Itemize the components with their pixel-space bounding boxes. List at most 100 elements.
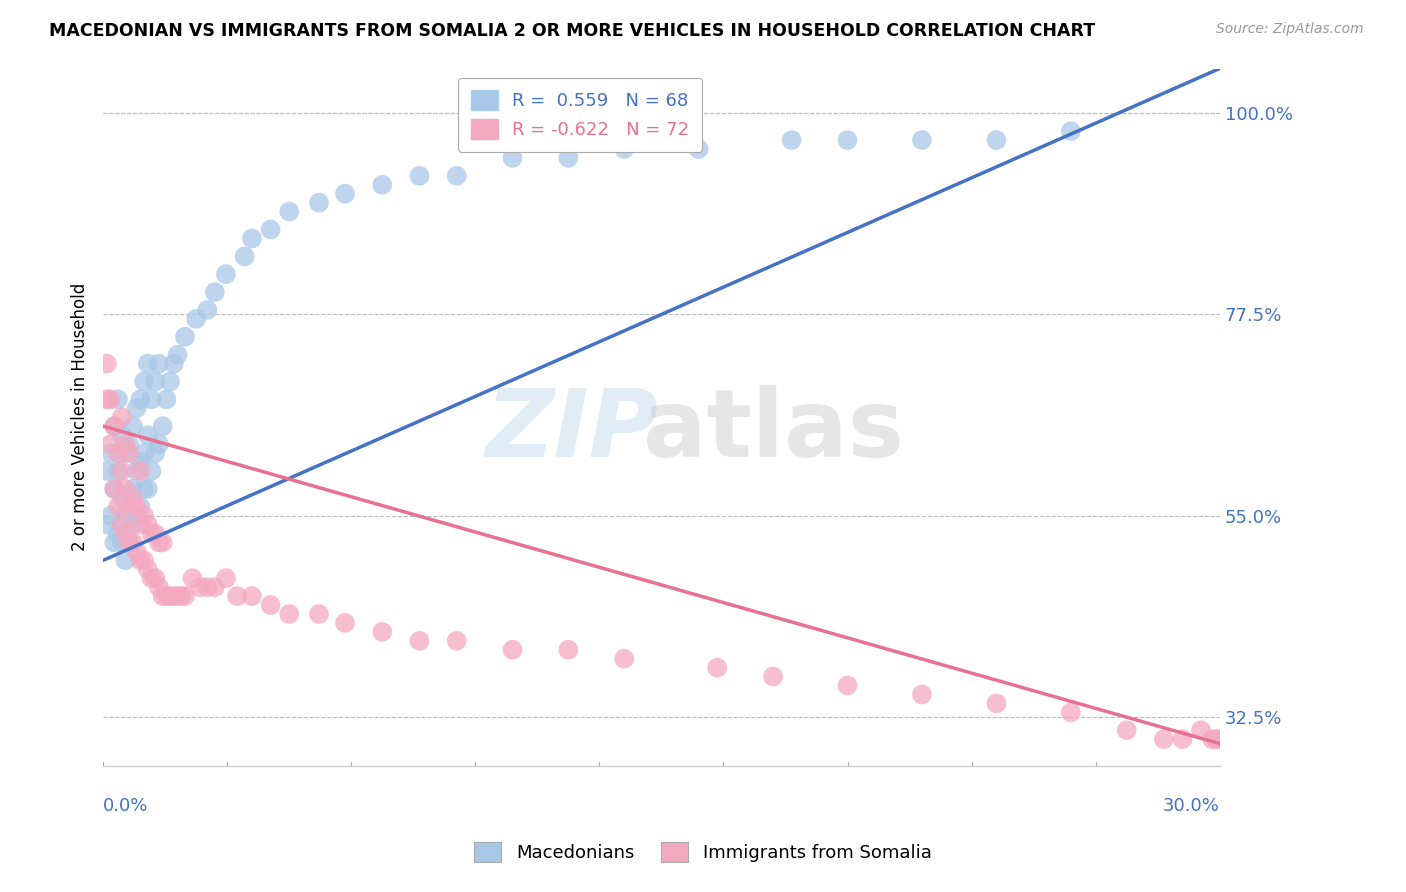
Point bbox=[136, 562, 159, 576]
Point bbox=[122, 517, 145, 532]
Point bbox=[100, 392, 122, 407]
Text: Source: ZipAtlas.com: Source: ZipAtlas.com bbox=[1216, 22, 1364, 37]
Point bbox=[118, 535, 141, 549]
Point bbox=[118, 500, 141, 514]
Point bbox=[688, 142, 710, 156]
Point bbox=[141, 464, 163, 478]
Point bbox=[118, 535, 141, 549]
Point bbox=[613, 142, 636, 156]
Point bbox=[204, 285, 226, 299]
Point bbox=[837, 133, 859, 147]
Y-axis label: 2 or more Vehicles in Household: 2 or more Vehicles in Household bbox=[72, 283, 89, 551]
Point bbox=[118, 491, 141, 505]
Point bbox=[1115, 723, 1137, 738]
Point bbox=[215, 267, 238, 281]
Point bbox=[152, 419, 174, 434]
Point bbox=[141, 526, 163, 541]
Point bbox=[408, 169, 430, 183]
Point bbox=[155, 589, 177, 603]
Point bbox=[259, 598, 281, 612]
Point bbox=[107, 464, 129, 478]
Point bbox=[143, 446, 166, 460]
Point bbox=[557, 151, 579, 165]
Point bbox=[233, 249, 256, 263]
Point bbox=[125, 500, 148, 514]
Point bbox=[163, 589, 186, 603]
Text: 30.0%: 30.0% bbox=[1163, 797, 1220, 814]
Point bbox=[136, 482, 159, 496]
Point bbox=[204, 580, 226, 594]
Legend: Macedonians, Immigrants from Somalia: Macedonians, Immigrants from Somalia bbox=[467, 835, 939, 870]
Point bbox=[143, 375, 166, 389]
Point bbox=[111, 517, 134, 532]
Text: 0.0%: 0.0% bbox=[103, 797, 149, 814]
Point bbox=[125, 544, 148, 558]
Point bbox=[114, 553, 136, 567]
Text: MACEDONIAN VS IMMIGRANTS FROM SOMALIA 2 OR MORE VEHICLES IN HOUSEHOLD CORRELATIO: MACEDONIAN VS IMMIGRANTS FROM SOMALIA 2 … bbox=[49, 22, 1095, 40]
Point bbox=[118, 446, 141, 460]
Point bbox=[118, 437, 141, 451]
Point bbox=[143, 571, 166, 585]
Point bbox=[1171, 732, 1194, 747]
Point bbox=[613, 651, 636, 665]
Point bbox=[148, 580, 170, 594]
Point bbox=[1153, 732, 1175, 747]
Point bbox=[195, 302, 218, 317]
Point bbox=[111, 428, 134, 442]
Point bbox=[148, 437, 170, 451]
Point bbox=[143, 526, 166, 541]
Point bbox=[111, 464, 134, 478]
Point bbox=[170, 589, 193, 603]
Point bbox=[96, 357, 118, 371]
Point bbox=[100, 437, 122, 451]
Point bbox=[107, 392, 129, 407]
Point bbox=[122, 419, 145, 434]
Point bbox=[148, 357, 170, 371]
Point bbox=[240, 589, 263, 603]
Point bbox=[103, 535, 125, 549]
Point bbox=[107, 526, 129, 541]
Point bbox=[136, 517, 159, 532]
Legend: R =  0.559   N = 68, R = -0.622   N = 72: R = 0.559 N = 68, R = -0.622 N = 72 bbox=[458, 78, 702, 152]
Point bbox=[226, 589, 249, 603]
Point bbox=[155, 392, 177, 407]
Point bbox=[308, 607, 330, 621]
Point bbox=[278, 607, 301, 621]
Point bbox=[129, 517, 152, 532]
Point bbox=[308, 195, 330, 210]
Point bbox=[240, 231, 263, 245]
Point bbox=[141, 392, 163, 407]
Point bbox=[114, 526, 136, 541]
Point bbox=[122, 491, 145, 505]
Point bbox=[159, 589, 181, 603]
Point bbox=[114, 508, 136, 523]
Point bbox=[259, 222, 281, 236]
Point bbox=[215, 571, 238, 585]
Point bbox=[911, 133, 934, 147]
Point bbox=[132, 446, 155, 460]
Point bbox=[706, 660, 728, 674]
Point bbox=[1209, 732, 1232, 747]
Point bbox=[111, 410, 134, 425]
Point bbox=[446, 169, 468, 183]
Point bbox=[96, 464, 118, 478]
Point bbox=[333, 615, 356, 630]
Point bbox=[125, 464, 148, 478]
Point bbox=[114, 482, 136, 496]
Point bbox=[152, 589, 174, 603]
Point bbox=[129, 553, 152, 567]
Point bbox=[107, 500, 129, 514]
Point bbox=[166, 348, 188, 362]
Point bbox=[174, 589, 197, 603]
Point bbox=[132, 508, 155, 523]
Point bbox=[446, 633, 468, 648]
Point bbox=[114, 446, 136, 460]
Point bbox=[103, 482, 125, 496]
Point bbox=[132, 375, 155, 389]
Point bbox=[129, 392, 152, 407]
Point bbox=[1060, 706, 1083, 720]
Point bbox=[371, 178, 394, 192]
Point bbox=[125, 401, 148, 416]
Point bbox=[1060, 124, 1083, 138]
Point bbox=[132, 482, 155, 496]
